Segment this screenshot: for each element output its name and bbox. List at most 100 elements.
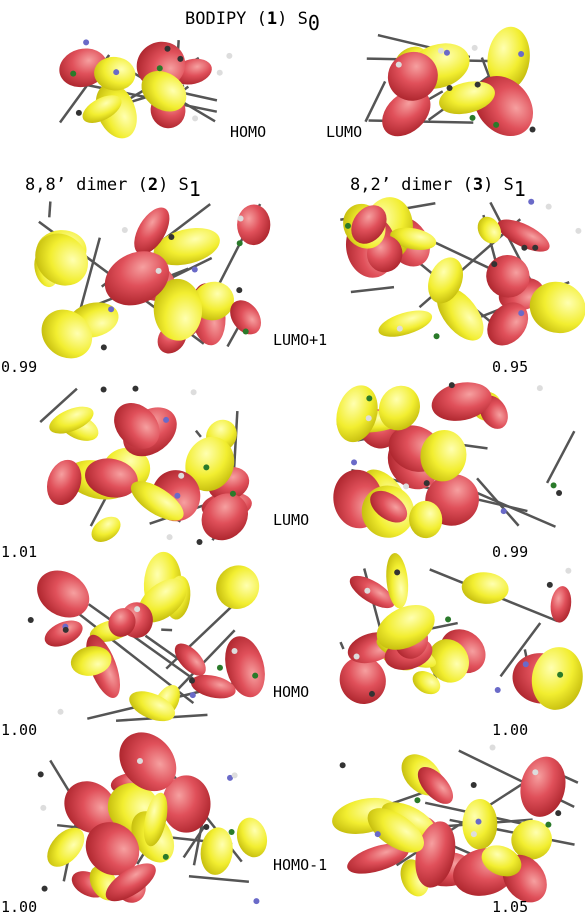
overlap-value: 0.99 bbox=[492, 543, 528, 561]
lobe bbox=[486, 255, 530, 298]
lobe bbox=[134, 207, 170, 255]
bond bbox=[39, 387, 78, 424]
lobe bbox=[162, 775, 211, 833]
title: BODIPY (1) S0 bbox=[185, 9, 320, 35]
col-after: ) S bbox=[483, 175, 514, 195]
bond bbox=[339, 641, 345, 650]
atom bbox=[433, 333, 440, 340]
lobe bbox=[141, 70, 187, 112]
atom bbox=[108, 306, 115, 313]
atom bbox=[163, 416, 170, 423]
atom bbox=[532, 244, 539, 251]
lobe bbox=[531, 647, 583, 710]
atom bbox=[27, 616, 34, 623]
atom bbox=[188, 677, 195, 684]
lobe bbox=[428, 257, 464, 304]
atom bbox=[491, 261, 498, 268]
lobe bbox=[236, 817, 268, 858]
atom bbox=[493, 121, 500, 128]
bond bbox=[194, 429, 202, 438]
atom bbox=[191, 266, 198, 273]
atom bbox=[121, 227, 128, 234]
overlap-value: 1.00 bbox=[1, 721, 37, 739]
atom bbox=[532, 769, 539, 776]
atom bbox=[166, 534, 173, 541]
atom bbox=[162, 853, 169, 860]
molecule bbox=[364, 26, 536, 137]
atom bbox=[229, 490, 236, 497]
atom bbox=[231, 648, 238, 655]
atom bbox=[489, 744, 496, 751]
lobe bbox=[386, 553, 409, 609]
lobe bbox=[511, 819, 552, 860]
orbital-label: HOMO bbox=[273, 683, 309, 701]
molecule bbox=[339, 553, 583, 710]
lobe bbox=[376, 604, 435, 650]
atom bbox=[177, 55, 184, 62]
atom bbox=[365, 415, 372, 422]
lobe bbox=[190, 674, 236, 699]
atom bbox=[75, 109, 82, 116]
atom bbox=[368, 690, 375, 697]
lobe bbox=[230, 300, 262, 335]
lobe bbox=[431, 382, 492, 421]
atom bbox=[522, 661, 529, 668]
lobe bbox=[85, 458, 138, 498]
lobe bbox=[420, 429, 467, 482]
atom bbox=[470, 781, 477, 788]
atom bbox=[518, 50, 525, 57]
molecule bbox=[332, 744, 579, 903]
lobe bbox=[119, 732, 177, 792]
lobe bbox=[35, 233, 89, 286]
lobe bbox=[382, 89, 431, 137]
atom bbox=[155, 267, 162, 274]
lobe bbox=[37, 570, 90, 618]
lobe bbox=[351, 205, 387, 244]
column-head: 8,2’ dimer (3) S1 bbox=[350, 175, 526, 201]
atom bbox=[414, 797, 421, 804]
lobe bbox=[409, 500, 443, 539]
atom bbox=[70, 70, 77, 77]
molecule bbox=[340, 197, 585, 346]
atom bbox=[471, 44, 478, 51]
atom bbox=[190, 389, 197, 396]
lobe bbox=[153, 278, 203, 341]
lobe bbox=[550, 586, 572, 623]
lobe bbox=[104, 251, 170, 306]
atom bbox=[546, 581, 553, 588]
lobe bbox=[130, 481, 184, 521]
lobe bbox=[105, 863, 156, 902]
atom bbox=[62, 626, 69, 633]
atom bbox=[339, 762, 346, 769]
atom bbox=[474, 81, 481, 88]
col-text: 8,8’ dimer ( bbox=[25, 175, 148, 195]
lobe bbox=[114, 403, 160, 449]
overlap-value: 0.99 bbox=[1, 358, 37, 376]
atom bbox=[252, 672, 259, 679]
atom bbox=[529, 126, 536, 133]
atom bbox=[196, 538, 203, 545]
atom bbox=[37, 771, 44, 778]
lobe bbox=[216, 565, 260, 610]
molecule bbox=[58, 39, 233, 139]
col-sub: 1 bbox=[189, 177, 201, 201]
atom bbox=[344, 222, 351, 229]
lobe bbox=[428, 639, 469, 683]
atom bbox=[40, 804, 47, 811]
atom bbox=[41, 885, 48, 892]
lobe bbox=[390, 227, 437, 250]
atom bbox=[189, 692, 196, 699]
atom bbox=[168, 234, 175, 241]
atom bbox=[565, 567, 572, 574]
bond bbox=[350, 285, 395, 294]
lobe bbox=[237, 204, 271, 246]
molecule bbox=[333, 382, 576, 539]
overlap-value: 0.95 bbox=[492, 358, 528, 376]
lobe bbox=[367, 808, 424, 853]
atom bbox=[445, 616, 452, 623]
atom bbox=[557, 671, 564, 678]
col-text: 8,2’ dimer ( bbox=[350, 175, 473, 195]
lobe bbox=[85, 822, 140, 876]
lumo-label: LUMO bbox=[326, 123, 362, 141]
atom bbox=[100, 386, 107, 393]
